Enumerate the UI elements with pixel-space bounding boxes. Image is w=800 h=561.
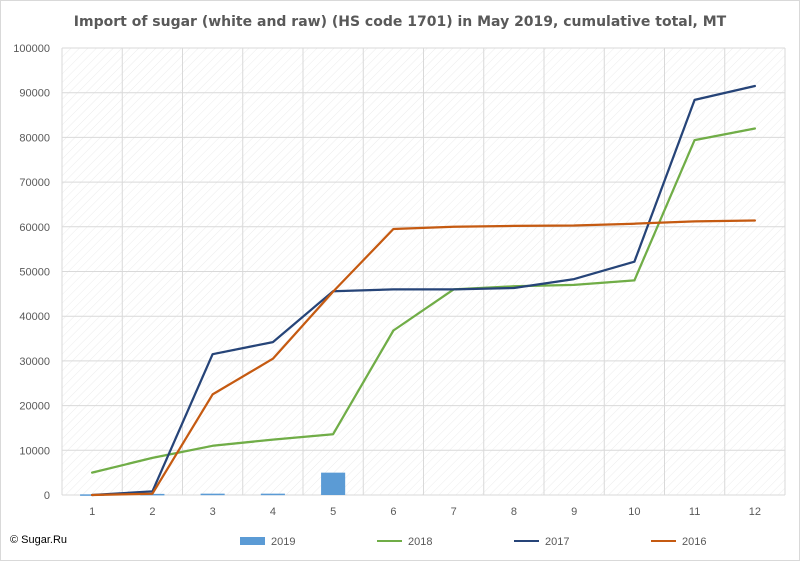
series-line-2018 (90, 127, 757, 474)
legend-swatch-2019 (240, 537, 265, 545)
x-tick-label: 5 (330, 506, 336, 518)
x-tick-label: 11 (689, 506, 700, 518)
y-tick-label: 10000 (19, 445, 50, 457)
y-tick-label: 80000 (19, 132, 50, 144)
credit-text: © Sugar.Ru (10, 534, 67, 546)
x-tick-label: 2 (149, 506, 155, 518)
bar-2019 (200, 493, 225, 496)
y-tick-label: 60000 (19, 222, 50, 234)
x-tick-label: 7 (451, 506, 457, 518)
y-axis: 0 10000 20000 30000 40000 50000 60000 70000 8000… (13, 43, 50, 502)
x-tick-label: 1 (89, 506, 95, 518)
series-line-2016 (90, 219, 757, 497)
y-tick-label: 30000 (19, 356, 50, 368)
y-tick-label: 40000 (19, 311, 50, 323)
x-tick-label: 9 (571, 506, 577, 518)
y-tick-label: 0 (44, 490, 50, 502)
y-tick-label: 20000 (19, 401, 50, 413)
x-tick-label: 10 (628, 506, 640, 518)
y-tick-label: 100000 (13, 43, 50, 55)
legend-label-2016: 2016 (682, 536, 706, 548)
chart-title: Import of sugar (white and raw) (HS code… (74, 14, 727, 30)
legend-label-2019: 2019 (271, 536, 295, 548)
legend-label-2017: 2017 (545, 536, 569, 548)
series-line-2017 (90, 84, 757, 497)
x-tick-label: 4 (270, 506, 276, 518)
x-axis: 1 2 3 4 5 6 7 8 9 10 11 12 (89, 506, 761, 518)
y-tick-label: 50000 (19, 267, 50, 279)
line-series-layer (90, 84, 757, 497)
x-tick-label: 8 (511, 506, 517, 518)
bar-2019 (321, 472, 346, 495)
y-tick-label: 90000 (19, 88, 50, 100)
bar-2019 (260, 493, 285, 496)
x-tick-label: 3 (210, 506, 216, 518)
x-tick-label: 6 (390, 506, 396, 518)
y-tick-label: 70000 (19, 177, 50, 189)
legend: 2019 2018 2017 2016 (240, 536, 706, 548)
x-tick-label: 12 (749, 506, 761, 518)
legend-label-2018: 2018 (408, 536, 432, 548)
